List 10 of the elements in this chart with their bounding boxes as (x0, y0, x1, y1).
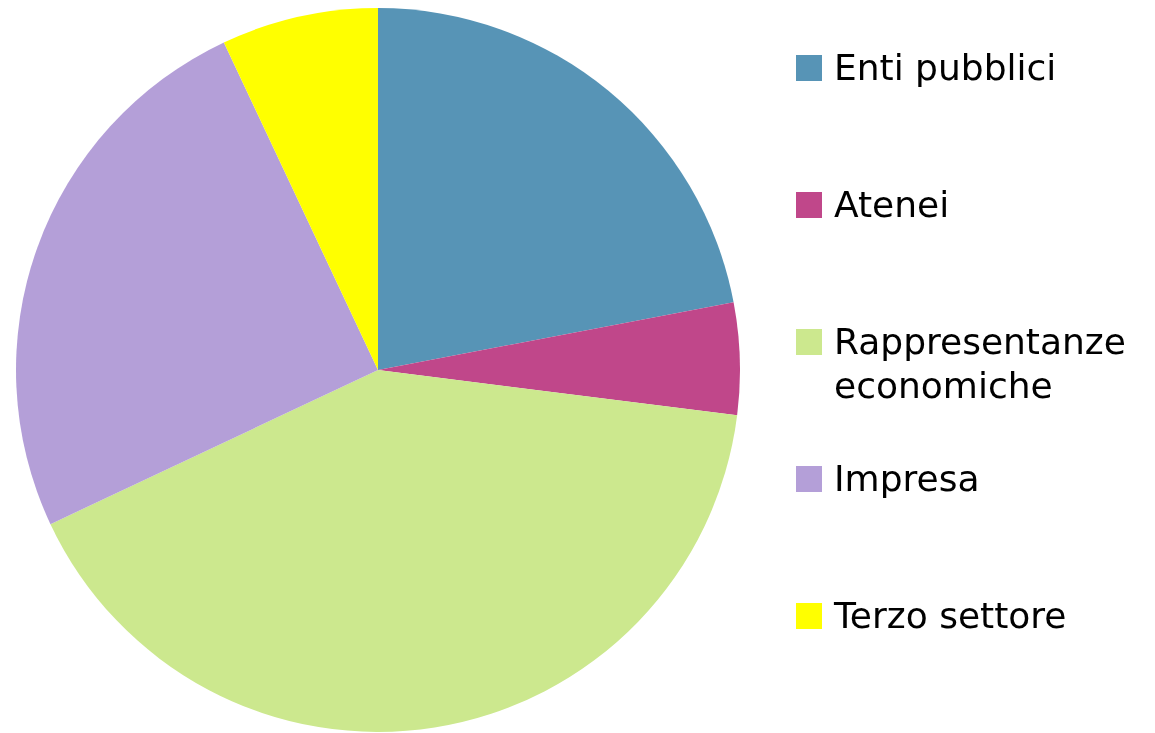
pie-slice (16, 42, 378, 525)
legend-label: Enti pubblici (834, 47, 1057, 88)
pie-slice (50, 370, 738, 732)
legend-label: Impresa (834, 458, 980, 499)
pie-slice (378, 8, 734, 370)
legend-label: Terzo settore (833, 595, 1067, 636)
pie-slice (223, 8, 378, 370)
legend-label: Atenei (834, 184, 950, 225)
pie-slice (378, 302, 740, 416)
legend-label: Rappresentanze economiche (834, 321, 1126, 406)
